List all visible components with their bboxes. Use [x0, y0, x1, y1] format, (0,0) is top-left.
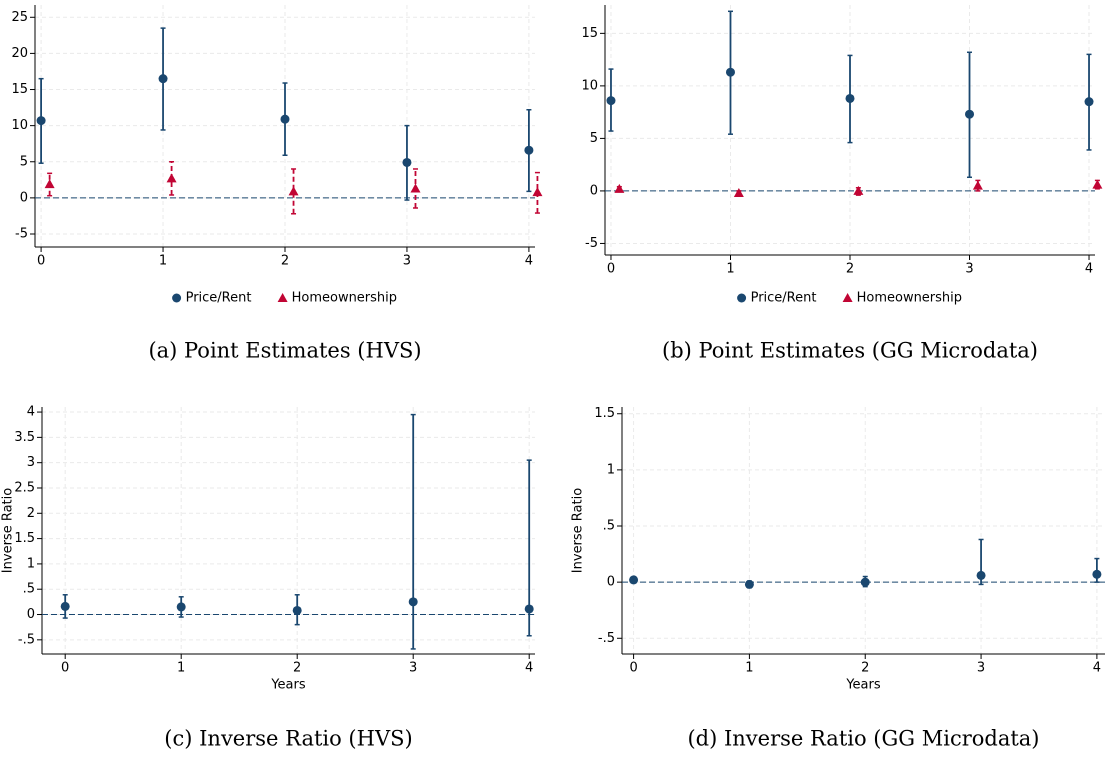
y-tick-label: 15 [11, 82, 28, 97]
x-axis-label: Years [845, 678, 881, 693]
y-tick-label: 0 [27, 607, 35, 622]
point [606, 96, 616, 106]
y-tick-label: 20 [11, 46, 28, 61]
x-tick-label: 4 [1085, 262, 1093, 277]
point [292, 605, 302, 615]
point [158, 74, 168, 84]
x-tick-label: 3 [977, 661, 985, 676]
point [614, 183, 625, 193]
point [288, 186, 299, 196]
y-tick-label: 3.5 [14, 430, 35, 445]
x-tick-label: 1 [745, 661, 753, 676]
x-tick-label: 1 [726, 262, 734, 277]
x-tick-label: 3 [409, 661, 417, 676]
y-tick-label: 2.5 [14, 480, 35, 495]
point [280, 114, 290, 124]
y-axis-label: Inverse Ratio [1, 488, 16, 573]
x-tick-label: 0 [629, 661, 637, 676]
y-tick-label: 1 [607, 462, 615, 477]
point [972, 180, 983, 190]
x-tick-label: 3 [403, 254, 411, 269]
y-tick-label: 10 [581, 78, 598, 93]
y-tick-label: 4 [27, 405, 35, 420]
y-tick-label: .5 [603, 519, 615, 534]
legend-marker [737, 293, 747, 303]
point [976, 570, 986, 580]
y-tick-label: 15 [581, 26, 598, 41]
point [532, 187, 543, 197]
x-tick-label: 1 [177, 661, 185, 676]
point [402, 157, 412, 167]
y-tick-label: 0 [20, 190, 28, 205]
point [524, 604, 534, 614]
caption: (c) Inverse Ratio (HVS) [164, 727, 412, 751]
x-tick-label: 0 [37, 254, 45, 269]
point [1092, 569, 1102, 579]
x-tick-label: 0 [607, 262, 615, 277]
y-tick-label: 5 [20, 154, 28, 169]
y-tick-label: 25 [11, 10, 28, 25]
y-tick-label: -5 [585, 236, 598, 251]
x-tick-label: 0 [61, 661, 69, 676]
y-tick-label: 10 [11, 118, 28, 133]
point [733, 188, 744, 198]
point [845, 93, 855, 103]
point [176, 602, 186, 612]
x-tick-label: 4 [525, 661, 533, 676]
caption: (d) Inverse Ratio (GG Microdata) [687, 727, 1039, 751]
point [44, 179, 55, 189]
x-tick-label: 4 [525, 254, 533, 269]
point [1092, 179, 1103, 189]
y-axis-label: Inverse Ratio [571, 488, 586, 573]
y-tick-label: 2 [27, 506, 35, 521]
y-tick-label: 3 [27, 455, 35, 470]
y-tick-label: 0 [607, 575, 615, 590]
caption: (b) Point Estimates (GG Microdata) [662, 339, 1038, 363]
x-tick-label: 2 [846, 262, 854, 277]
point [853, 185, 864, 195]
caption: (a) Point Estimates (HVS) [148, 339, 421, 363]
point [524, 145, 534, 155]
y-tick-label: 1 [27, 556, 35, 571]
y-tick-label: 0 [590, 183, 598, 198]
legend-marker [277, 293, 288, 302]
y-tick-label: 1.5 [594, 406, 615, 421]
legend-label: Price/Rent [186, 291, 252, 306]
y-tick-label: .5 [23, 582, 35, 597]
point [60, 601, 70, 611]
y-tick-label: 1.5 [14, 531, 35, 546]
x-tick-label: 3 [965, 262, 973, 277]
point [860, 577, 870, 587]
y-tick-label: -5 [15, 226, 28, 241]
x-tick-label: 1 [159, 254, 167, 269]
y-tick-label: -.5 [598, 631, 615, 646]
x-tick-label: 2 [861, 661, 869, 676]
point [965, 109, 975, 119]
legend-label: Price/Rent [751, 291, 817, 306]
point [410, 183, 421, 193]
x-tick-label: 2 [293, 661, 301, 676]
point [36, 116, 46, 126]
legend-label: Homeownership [292, 291, 397, 306]
point [725, 67, 735, 77]
legend-marker [172, 293, 182, 303]
y-tick-label: 5 [590, 131, 598, 146]
x-tick-label: 4 [1093, 661, 1101, 676]
point [166, 173, 177, 183]
point [629, 575, 639, 585]
legend-label: Homeownership [857, 291, 962, 306]
y-tick-label: -.5 [18, 632, 35, 647]
point [408, 597, 418, 607]
legend-marker [842, 293, 853, 302]
x-axis-label: Years [270, 678, 306, 693]
x-tick-label: 2 [281, 254, 289, 269]
point [744, 579, 754, 589]
point [1084, 97, 1094, 107]
